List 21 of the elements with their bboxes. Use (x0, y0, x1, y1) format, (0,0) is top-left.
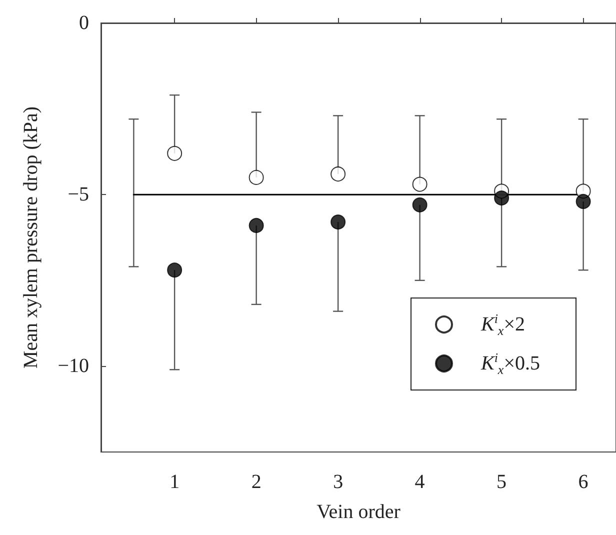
point (330, 166, 346, 182)
y-axis-title: Mean xylem pressure drop (kPa) (20, 106, 42, 369)
x-tick-label: 4 (414, 471, 425, 493)
point (412, 176, 428, 192)
x-tick-label: 6 (578, 471, 588, 493)
x-axis-title: Vein order (316, 501, 401, 523)
x-tick-label: 5 (496, 471, 507, 493)
point (248, 170, 264, 185)
point (330, 214, 346, 230)
point (167, 146, 182, 161)
x-tick-label: 2 (251, 471, 262, 493)
x-tick-label: 3 (333, 471, 344, 493)
point (167, 262, 182, 278)
y-tick-label: −5 (68, 184, 89, 206)
point (576, 194, 591, 209)
y-tick-label: 0 (79, 12, 89, 34)
point (248, 218, 264, 233)
x-tick-label: 1 (170, 471, 180, 493)
point (412, 197, 428, 212)
point (494, 190, 510, 206)
y-tick-label: −10 (58, 355, 89, 378)
